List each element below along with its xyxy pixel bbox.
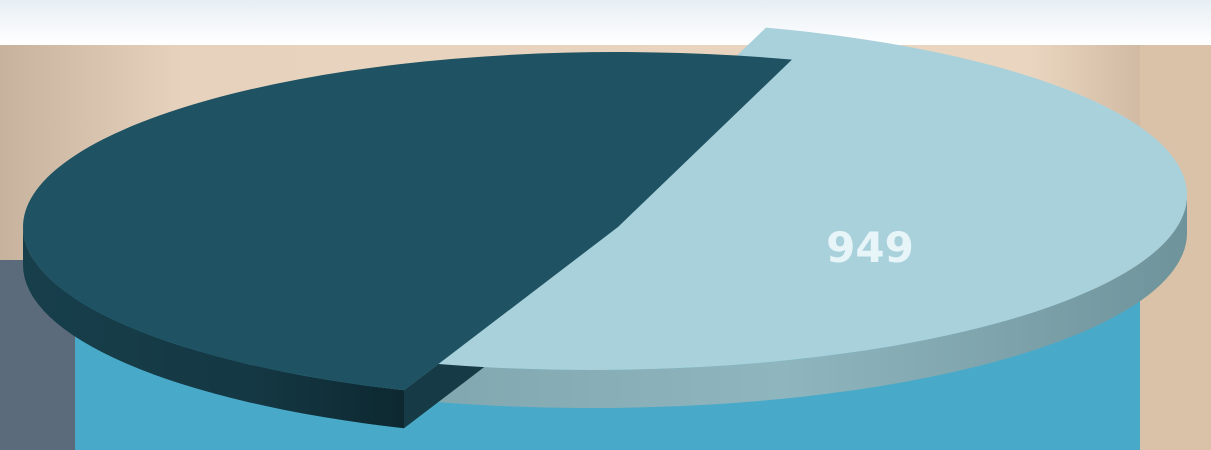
pie-slice-side-2 bbox=[23, 227, 405, 429]
pie-slices bbox=[23, 27, 1187, 429]
pie-slice-side-1 bbox=[378, 195, 1187, 408]
pie-slice-label-1: 993 bbox=[305, 107, 409, 165]
pie-slice-2 bbox=[23, 52, 792, 391]
pie-slice-1 bbox=[378, 27, 1187, 370]
pie-labels: 993 949 bbox=[305, 107, 914, 272]
pie-slice-label-2: 949 bbox=[826, 223, 914, 272]
